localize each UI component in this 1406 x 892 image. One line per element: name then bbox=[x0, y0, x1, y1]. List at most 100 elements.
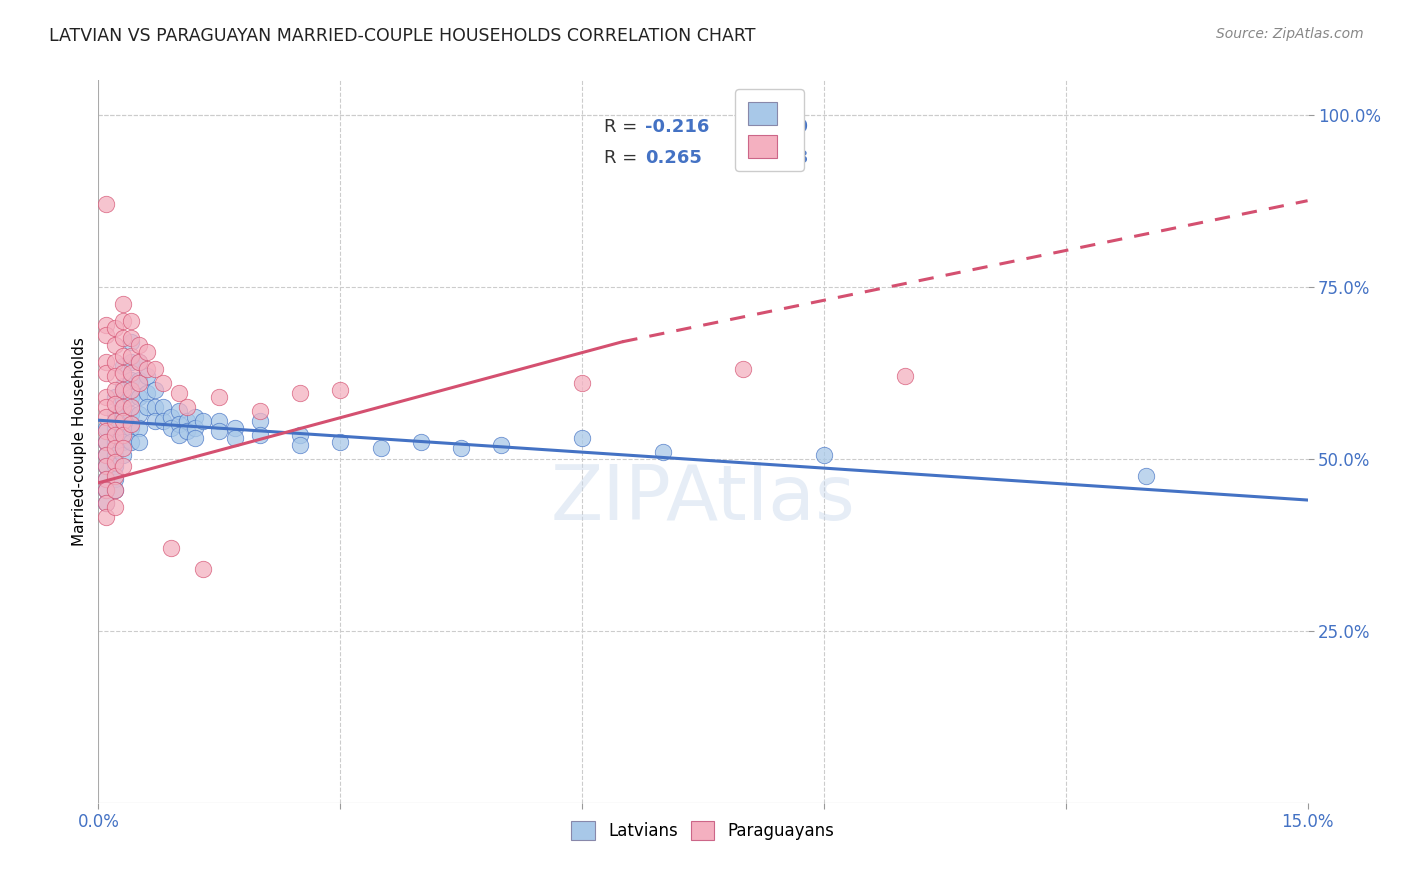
Point bbox=[96, 448, 118, 462]
Point bbox=[111, 421, 134, 435]
Text: R =: R = bbox=[603, 149, 637, 167]
Point bbox=[111, 407, 134, 421]
Point bbox=[491, 438, 513, 452]
Point bbox=[128, 421, 150, 435]
Text: N =: N = bbox=[749, 149, 783, 167]
Point bbox=[120, 314, 142, 328]
Point bbox=[103, 338, 125, 352]
Point bbox=[111, 331, 134, 345]
Point bbox=[167, 427, 190, 442]
Point bbox=[96, 421, 118, 435]
Point bbox=[167, 403, 190, 417]
Point bbox=[152, 400, 174, 414]
Point bbox=[176, 400, 198, 414]
Point bbox=[249, 403, 271, 417]
Point bbox=[120, 331, 142, 345]
Point bbox=[103, 414, 125, 428]
Text: ZIPAtlas: ZIPAtlas bbox=[551, 462, 855, 536]
Point bbox=[96, 355, 118, 369]
Point bbox=[1135, 469, 1157, 483]
Point bbox=[128, 376, 150, 390]
Point bbox=[184, 421, 207, 435]
Point bbox=[111, 379, 134, 393]
Point bbox=[329, 383, 352, 397]
Point bbox=[193, 414, 215, 428]
Point bbox=[128, 355, 150, 369]
Point bbox=[152, 414, 174, 428]
Point bbox=[111, 366, 134, 380]
Point bbox=[120, 390, 142, 404]
Point bbox=[135, 400, 157, 414]
Point bbox=[120, 400, 142, 414]
Point bbox=[96, 472, 118, 486]
Legend: Latvians, Paraguayans: Latvians, Paraguayans bbox=[562, 813, 844, 848]
Point bbox=[96, 424, 118, 438]
Point bbox=[120, 373, 142, 387]
Point bbox=[103, 455, 125, 469]
Point bbox=[111, 393, 134, 408]
Text: 68: 68 bbox=[785, 149, 808, 167]
Point bbox=[103, 442, 125, 456]
Point bbox=[120, 434, 142, 449]
Text: 0.265: 0.265 bbox=[645, 149, 702, 167]
Point bbox=[184, 410, 207, 425]
Point bbox=[128, 338, 150, 352]
Point bbox=[103, 434, 125, 449]
Point bbox=[208, 424, 231, 438]
Text: 70: 70 bbox=[785, 118, 808, 136]
Point bbox=[103, 421, 125, 435]
Point bbox=[96, 483, 118, 497]
Point bbox=[120, 383, 142, 397]
Point bbox=[111, 458, 134, 473]
Point bbox=[120, 334, 142, 349]
Point bbox=[224, 421, 246, 435]
Point bbox=[224, 431, 246, 445]
Point bbox=[120, 349, 142, 363]
Point bbox=[103, 448, 125, 462]
Point bbox=[103, 355, 125, 369]
Point bbox=[111, 359, 134, 373]
Text: N =: N = bbox=[749, 118, 783, 136]
Point bbox=[329, 434, 352, 449]
Point bbox=[128, 407, 150, 421]
Point bbox=[96, 410, 118, 425]
Point bbox=[103, 469, 125, 483]
Point bbox=[288, 427, 311, 442]
Point bbox=[288, 438, 311, 452]
Point bbox=[103, 458, 125, 473]
Point bbox=[143, 362, 166, 376]
Point bbox=[370, 442, 392, 456]
Point bbox=[96, 458, 118, 473]
Point bbox=[143, 383, 166, 397]
Point bbox=[96, 400, 118, 414]
Point bbox=[111, 383, 134, 397]
Point bbox=[571, 431, 593, 445]
Point bbox=[103, 500, 125, 514]
Point bbox=[96, 318, 118, 332]
Text: Source: ZipAtlas.com: Source: ZipAtlas.com bbox=[1216, 27, 1364, 41]
Point bbox=[733, 362, 755, 376]
Point bbox=[167, 417, 190, 432]
Point bbox=[135, 362, 157, 376]
Point bbox=[103, 390, 125, 404]
Point bbox=[120, 407, 142, 421]
Point bbox=[143, 414, 166, 428]
Point bbox=[176, 414, 198, 428]
Point bbox=[128, 373, 150, 387]
Point bbox=[96, 510, 118, 524]
Point bbox=[120, 366, 142, 380]
Point bbox=[96, 197, 118, 211]
Point bbox=[96, 366, 118, 380]
Point bbox=[176, 424, 198, 438]
Point bbox=[120, 421, 142, 435]
Point bbox=[409, 434, 432, 449]
Point bbox=[288, 386, 311, 401]
Point bbox=[111, 427, 134, 442]
Point bbox=[135, 345, 157, 359]
Point bbox=[111, 442, 134, 456]
Text: -0.216: -0.216 bbox=[645, 118, 710, 136]
Point bbox=[96, 458, 118, 473]
Point bbox=[160, 541, 183, 556]
Point bbox=[143, 400, 166, 414]
Point bbox=[111, 414, 134, 428]
